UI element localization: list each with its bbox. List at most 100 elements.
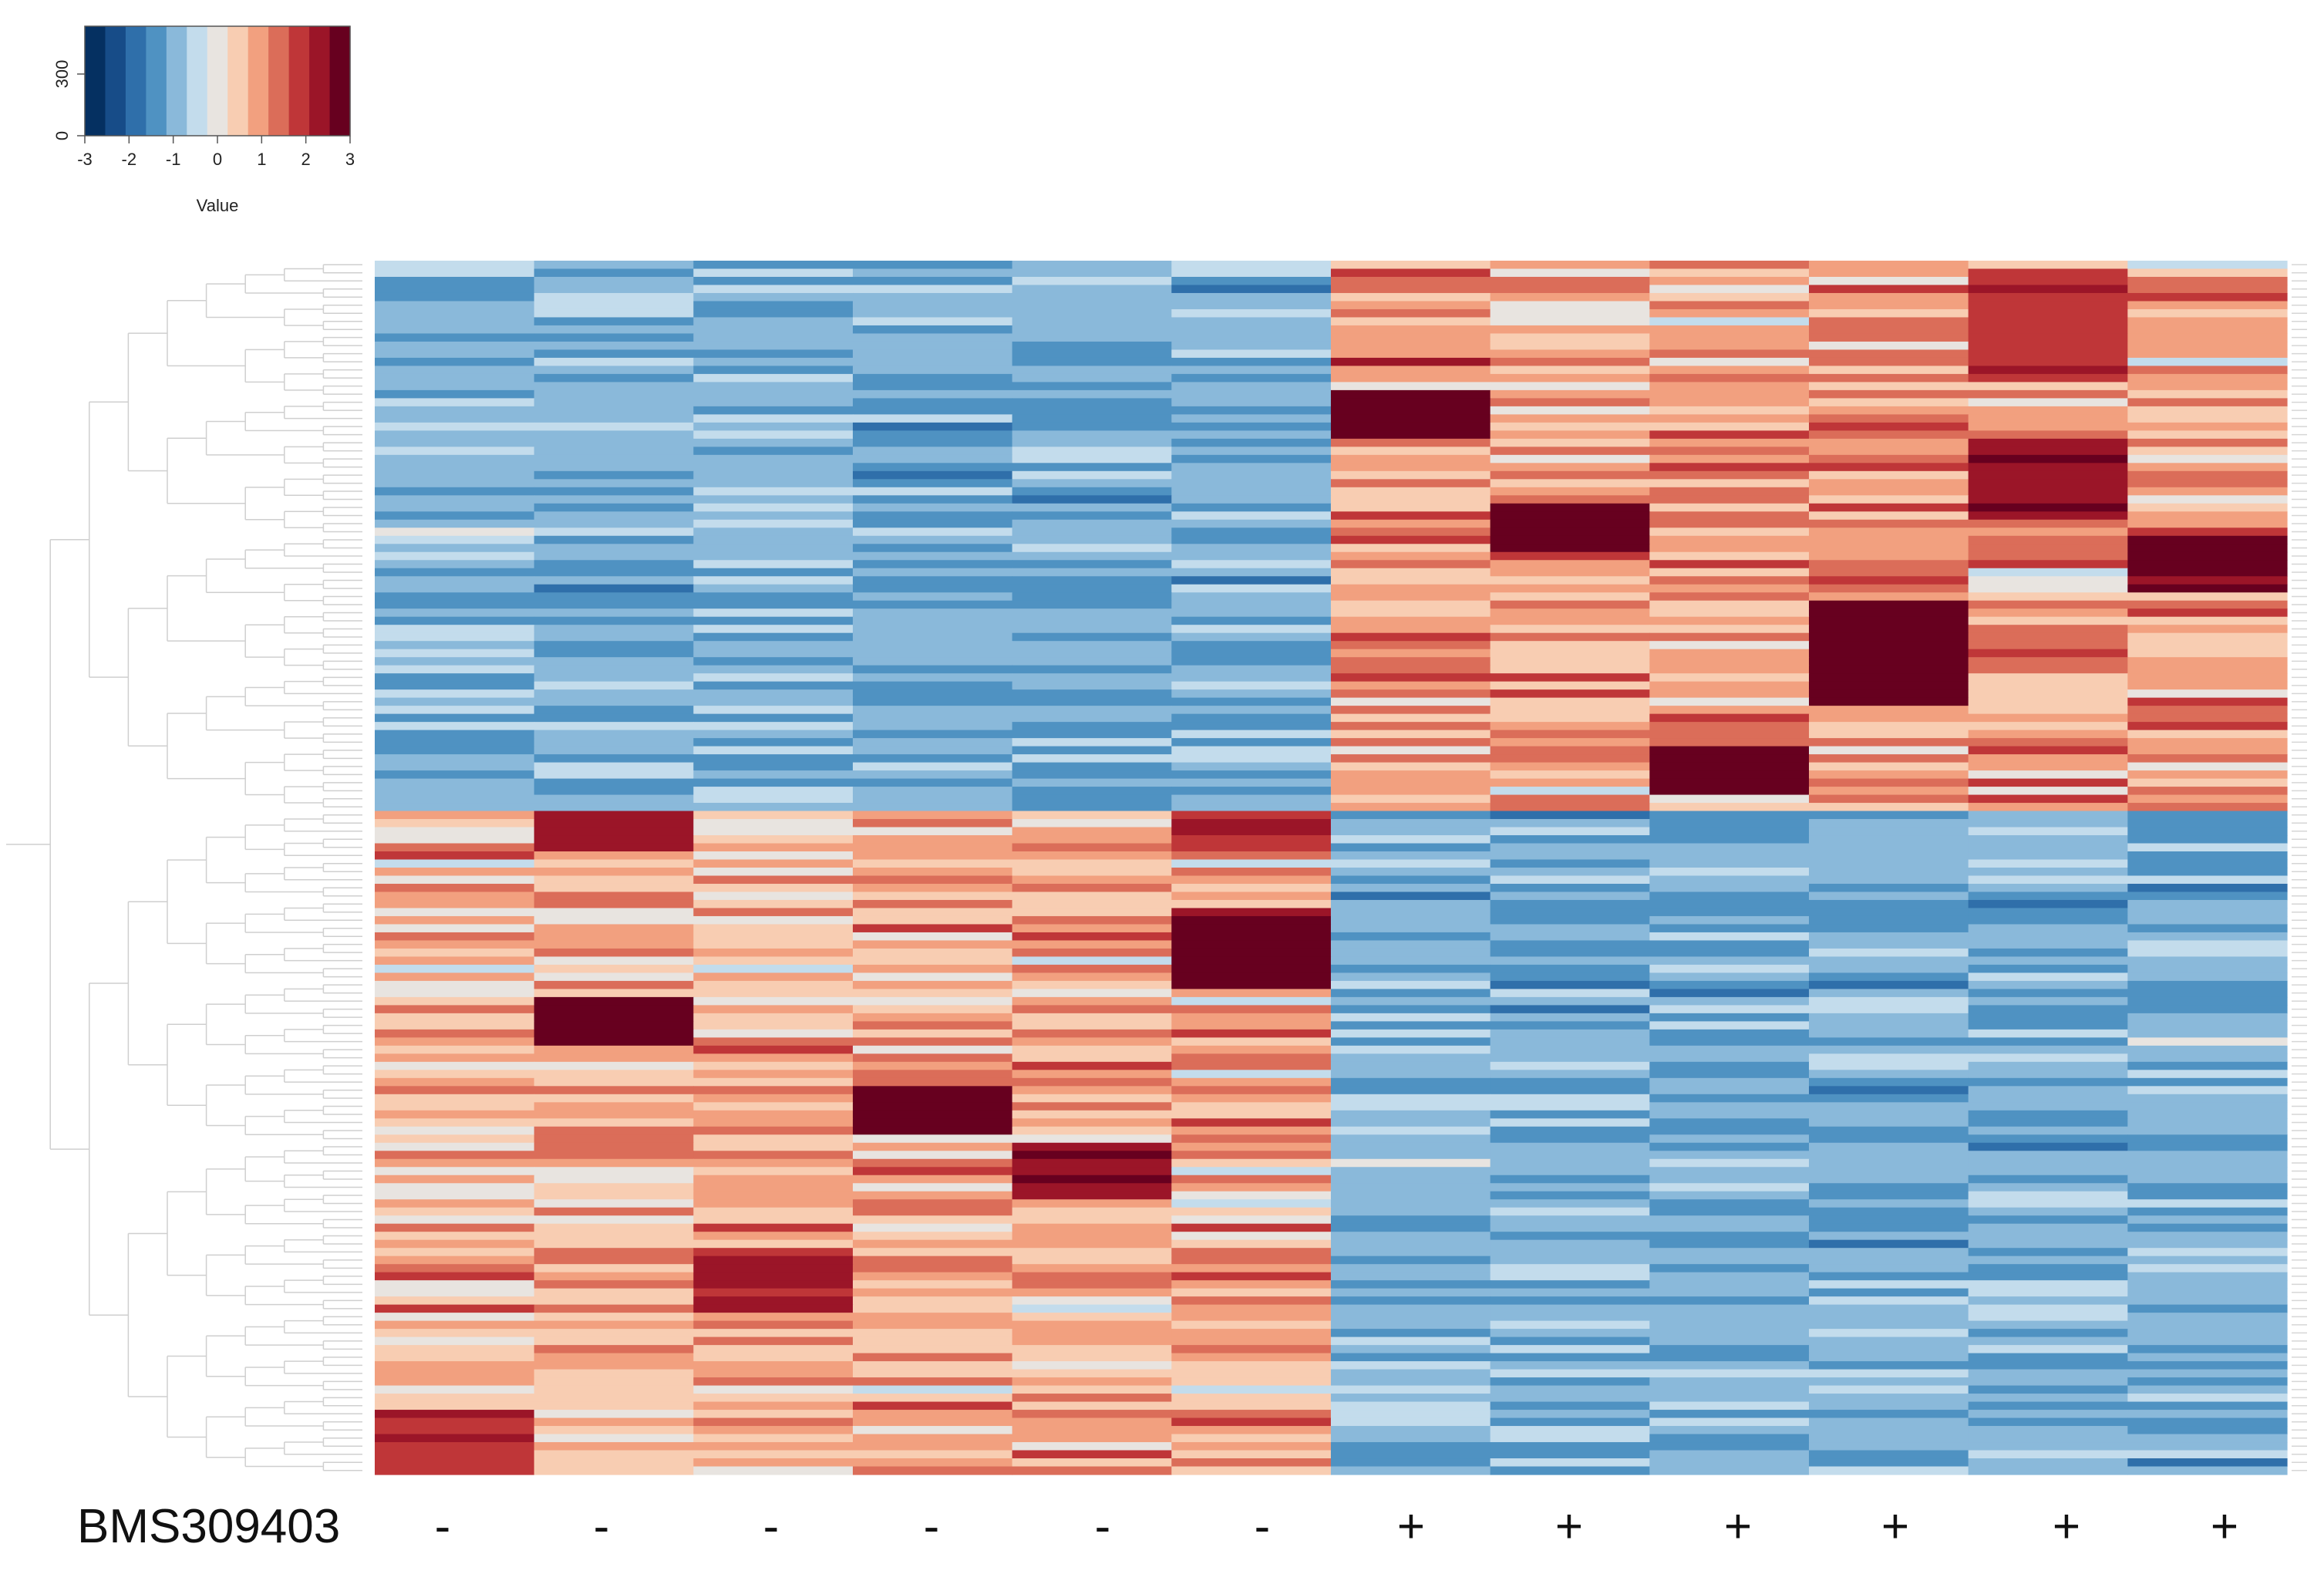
heatmap-cell [1649,495,1810,504]
heatmap-cell [693,908,854,917]
heatmap-cell [693,794,854,804]
heatmap-cell [1809,713,1969,723]
heatmap-cell [375,1304,535,1313]
heatmap-cell [1012,762,1172,771]
color-key-swatch [146,26,167,136]
heatmap-cell [1331,1369,1491,1378]
heatmap-cell [1809,1134,1969,1144]
heatmap-cell [1649,1215,1810,1225]
heatmap-cell [1809,811,1969,820]
heatmap-cell [375,301,535,310]
heatmap-cell [693,373,854,383]
heatmap-cell [1331,1426,1491,1435]
heatmap-cell [1012,551,1172,561]
heatmap-cell [1968,819,2128,828]
heatmap-cell [534,746,694,755]
heatmap-cell [534,292,694,302]
heatmap-cell [693,1345,854,1354]
heatmap-cell [2127,1207,2288,1216]
heatmap-cell [1331,673,1491,683]
heatmap-cell [534,1264,694,1273]
heatmap-cell [1171,859,1332,868]
heatmap-cell [1649,730,1810,739]
heatmap-cell [1809,1013,1969,1022]
heatmap-cell [375,568,535,577]
heatmap-cell [1331,891,1491,901]
heatmap-cell [853,527,1013,537]
heatmap-cell [693,349,854,359]
heatmap-cell [1490,1434,1650,1443]
heatmap-cell [1012,511,1172,521]
heatmap-cell [1809,470,1969,480]
heatmap-cell [1012,1118,1172,1127]
heatmap-cell [1490,1296,1650,1306]
heatmap-cell [1649,357,1810,367]
heatmap-cell [1809,1118,1969,1127]
heatmap-cell [2127,608,2288,618]
heatmap-cell [1809,770,1969,780]
heatmap-cell [534,373,694,383]
heatmap-cell [1331,349,1491,359]
heatmap-cell [853,803,1013,812]
heatmap-cell [1331,1410,1491,1419]
heatmap-cell [1171,697,1332,706]
heatmap-cell [1171,422,1332,431]
heatmap-cell [534,1175,694,1184]
heatmap-cell [534,706,694,715]
heatmap-cell [2127,875,2288,885]
heatmap-cell [534,1239,694,1249]
heatmap-cell [1809,333,1969,342]
heatmap-cell [1331,989,1491,998]
heatmap-cell [375,964,535,974]
heatmap-cell [375,875,535,885]
heatmap-cell [2127,519,2288,528]
heatmap-cell [1331,1094,1491,1103]
heatmap-cell [693,592,854,602]
heatmap-cell [1490,1466,1650,1475]
heatmap-cell [1490,851,1650,861]
heatmap-cell [1171,1329,1332,1338]
heatmap-cell [1171,956,1332,966]
heatmap-cell [375,1353,535,1362]
heatmap-cell [1968,511,2128,521]
heatmap-cell [1171,989,1332,998]
heatmap-cell [853,268,1013,278]
heatmap-cell [2127,487,2288,496]
heatmap-cell [693,1183,854,1192]
heatmap-cell [693,1223,854,1232]
heatmap-cell [2127,778,2288,787]
heatmap-cell [1809,908,1969,917]
heatmap-cell [1331,333,1491,342]
heatmap-cell [1809,366,1969,375]
heatmap-cell [853,762,1013,771]
heatmap-cell [1490,665,1650,674]
heatmap-cell [1649,665,1810,674]
heatmap-cell [534,1215,694,1225]
heatmap-cell [375,1248,535,1257]
heatmap-cell [375,972,535,982]
heatmap-cell [375,1086,535,1095]
heatmap-cell [1012,794,1172,804]
heatmap-cell [1331,1442,1491,1451]
heatmap-cell [1968,746,2128,755]
heatmap-cell [1968,1458,2128,1468]
heatmap-cell [1968,730,2128,739]
heatmap-cell [693,1417,854,1427]
heatmap-cell [2127,1280,2288,1289]
heatmap-cell [1331,948,1491,958]
heatmap-cell [534,632,694,642]
heatmap-cell [1968,519,2128,528]
heatmap-cell [1968,544,2128,553]
heatmap-cell [1809,972,1969,982]
heatmap-cell [1012,1094,1172,1103]
heatmap-cell [1968,1426,2128,1435]
heatmap-cell [1012,584,1172,593]
heatmap-cell [534,1385,694,1394]
heatmap-cell [1012,438,1172,447]
heatmap-cell [853,908,1013,917]
heatmap-cell [2127,389,2288,399]
heatmap-cell [534,519,694,528]
heatmap-cell [1331,389,1491,399]
heatmap-cell [1649,681,1810,690]
heatmap-cell [1171,1223,1332,1232]
